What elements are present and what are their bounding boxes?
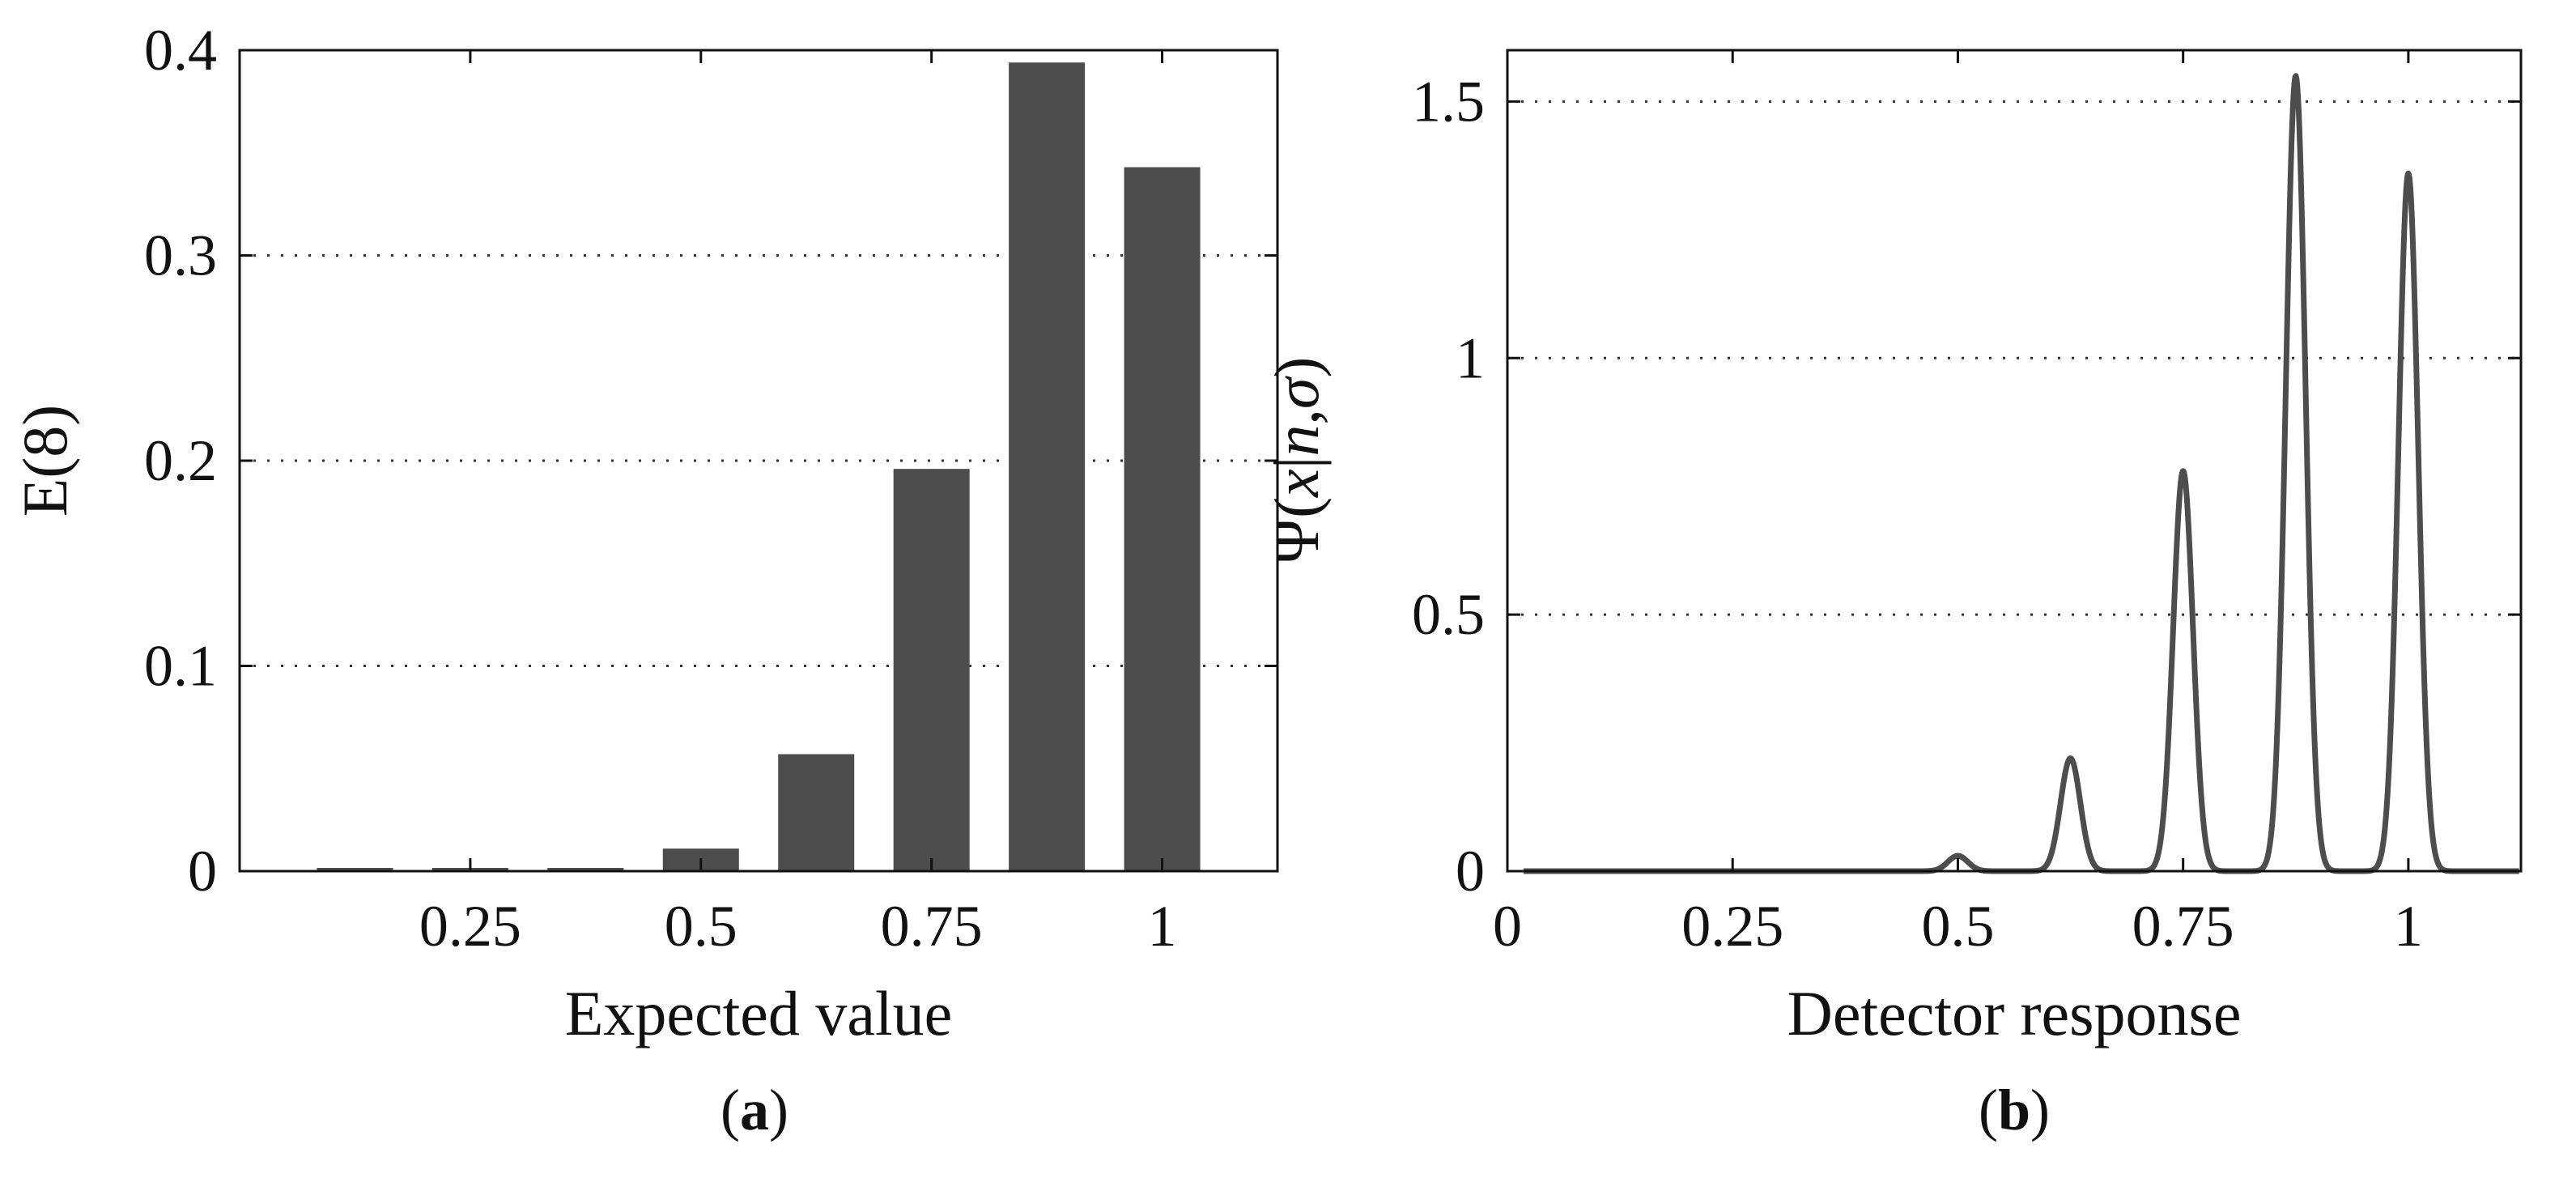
panel-a-y-axis-title: E(8) [10, 405, 80, 517]
panel-b-x-axis-title: Detector response [1787, 978, 2242, 1048]
panel-b-y-axis-title: Ψ(x|n,σ) [1261, 357, 1332, 565]
caption-open-paren: ( [1979, 1078, 1998, 1142]
x-tick-label: 0.25 [1681, 894, 1783, 959]
panel-b-line-chart: 00.511.50 0.25 0.5 0.75 1 Detector response … [1261, 49, 2523, 1142]
ylabel-sigma: σ [1261, 376, 1332, 409]
y-tick-label: 0 [1456, 839, 1485, 904]
ylabel-bar: | [1261, 457, 1332, 470]
caption-close-paren: ) [769, 1078, 789, 1142]
caption-panel-letter: a [740, 1078, 769, 1142]
x-tick-label: 0.75 [881, 894, 983, 959]
y-tick-label: 0.2 [144, 428, 217, 493]
caption-panel-letter: b [1998, 1078, 2030, 1142]
bar [893, 469, 970, 871]
ylabel-psi-open: Ψ( [1261, 497, 1332, 565]
x-tick-label: 0.5 [1921, 894, 1994, 959]
x-tick-label: 1 [1148, 894, 1177, 959]
x-tick-label: 0.5 [665, 894, 738, 959]
y-tick-label: 0.1 [144, 634, 217, 699]
panel-a-bars [317, 62, 1201, 871]
bar [317, 868, 393, 871]
bar [1009, 62, 1086, 871]
caption-open-paren: ( [721, 1078, 740, 1142]
panel-b-plot-frame [1506, 49, 2523, 873]
ylabel-close: ) [1261, 357, 1332, 378]
y-tick-label: 0.5 [1412, 582, 1485, 647]
panel-b-caption: (b) [1979, 1078, 2050, 1142]
panel-a-x-axis-title: Expected value [565, 978, 953, 1048]
panel-b-ticks: 0 0.5 1 1.5 0 0.25 0.5 0.75 1 [1412, 50, 2521, 959]
bar [547, 868, 624, 871]
x-tick-label: 0 [1493, 894, 1522, 959]
y-tick-label: 1.5 [1412, 69, 1485, 134]
panel-a-caption: (a) [721, 1078, 789, 1142]
bar [778, 754, 855, 871]
ylabel-comma: , [1261, 409, 1332, 425]
panel-a-bar-chart: 0 0.1 0.2 0.3 0.4 0.25 0.5 0.75 1 Expected value… [10, 18, 1279, 1142]
x-tick-label: 1 [2394, 894, 2423, 959]
x-tick-label: 0.75 [2132, 894, 2234, 959]
bar [1124, 167, 1201, 871]
y-tick-label: 0.3 [144, 223, 217, 288]
panel-a-ticks: 0 0.1 0.2 0.3 0.4 0.25 0.5 0.75 1 [144, 18, 1277, 959]
ylabel-x: x [1261, 469, 1332, 498]
ylabel-n: n [1261, 425, 1332, 457]
caption-close-paren: ) [2030, 1078, 2050, 1142]
x-tick-label: 0.25 [419, 894, 521, 959]
y-tick-label: 0 [188, 839, 217, 904]
y-tick-label: 0.4 [144, 18, 217, 83]
y-tick-label: 1 [1456, 325, 1485, 390]
